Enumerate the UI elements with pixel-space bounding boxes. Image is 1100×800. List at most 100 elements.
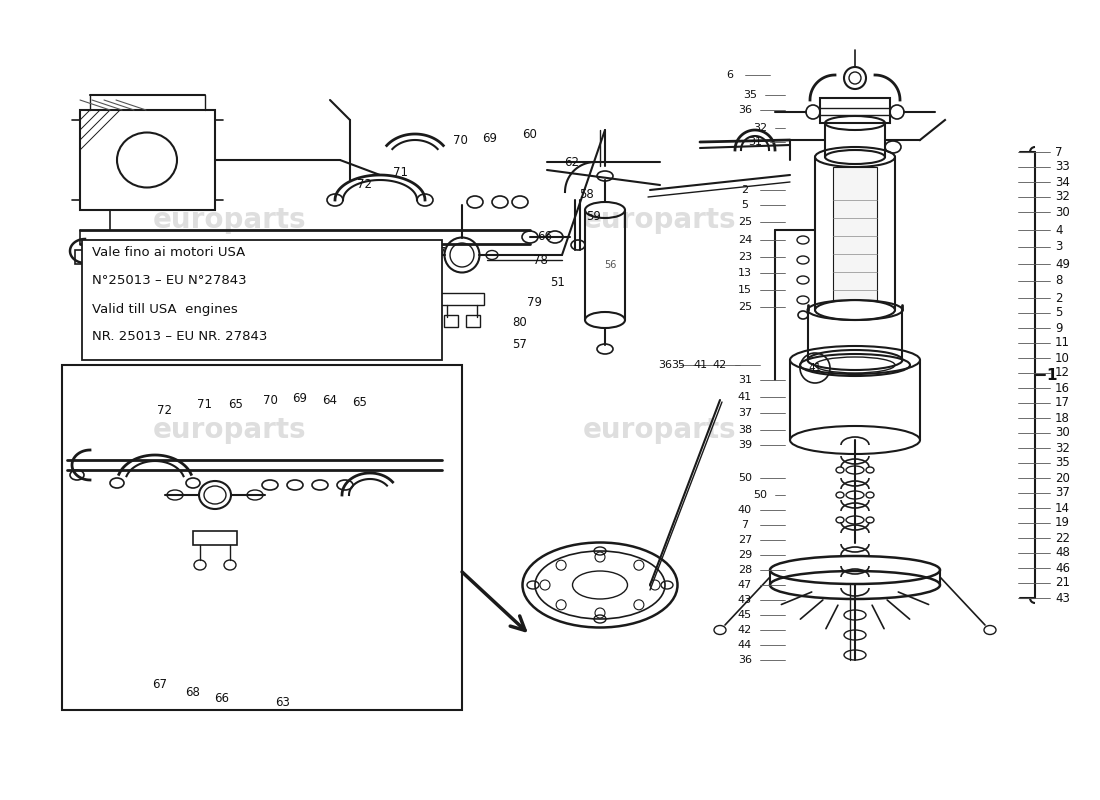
Text: 5: 5 xyxy=(1055,306,1063,319)
Text: 77: 77 xyxy=(430,246,446,259)
Text: 72: 72 xyxy=(358,178,373,191)
Text: 31: 31 xyxy=(748,137,762,147)
Text: N°25013 – EU N°27843: N°25013 – EU N°27843 xyxy=(92,274,246,287)
Text: 17: 17 xyxy=(1055,397,1070,410)
Text: 64: 64 xyxy=(322,394,338,406)
Text: 35: 35 xyxy=(1055,457,1069,470)
Bar xyxy=(82,240,442,360)
Text: 65: 65 xyxy=(353,397,367,410)
Text: 8: 8 xyxy=(1055,274,1063,287)
Text: 38: 38 xyxy=(738,425,752,435)
Text: 43: 43 xyxy=(738,595,752,605)
Text: 42: 42 xyxy=(738,625,752,635)
Text: 66: 66 xyxy=(214,691,230,705)
Text: NR. 25013 – EU NR. 27843: NR. 25013 – EU NR. 27843 xyxy=(92,330,267,343)
Text: 60: 60 xyxy=(522,129,538,142)
Text: 2: 2 xyxy=(741,185,749,195)
Text: 31: 31 xyxy=(738,375,752,385)
Text: 36: 36 xyxy=(658,360,672,370)
Text: 62: 62 xyxy=(564,155,580,169)
Text: 66: 66 xyxy=(538,230,552,242)
Text: Vale fino ai motori USA: Vale fino ai motori USA xyxy=(92,246,245,259)
Bar xyxy=(444,315,458,327)
Text: 59: 59 xyxy=(586,210,602,223)
Bar xyxy=(80,110,214,210)
Text: 37: 37 xyxy=(738,408,752,418)
Text: 4: 4 xyxy=(1055,223,1063,237)
Bar xyxy=(833,167,877,300)
Text: 15: 15 xyxy=(738,285,752,295)
Text: 32: 32 xyxy=(1055,442,1070,454)
Text: 1: 1 xyxy=(1047,367,1057,382)
Text: 18: 18 xyxy=(1055,411,1070,425)
Text: 50: 50 xyxy=(754,490,767,500)
Text: 41: 41 xyxy=(693,360,707,370)
Text: 28: 28 xyxy=(738,565,752,575)
Text: 12: 12 xyxy=(1055,366,1070,379)
Bar xyxy=(820,98,890,123)
Text: 41: 41 xyxy=(808,363,822,373)
Text: 75: 75 xyxy=(397,245,411,258)
Text: 14: 14 xyxy=(1055,502,1070,514)
Text: 57: 57 xyxy=(513,338,527,351)
Text: 32: 32 xyxy=(1055,190,1070,203)
Text: 73: 73 xyxy=(373,239,387,253)
Text: 33: 33 xyxy=(1055,161,1069,174)
Text: 67: 67 xyxy=(153,678,167,691)
Text: 79: 79 xyxy=(528,295,542,309)
Text: 49: 49 xyxy=(1055,258,1070,270)
Text: 34: 34 xyxy=(1055,175,1070,189)
Text: 51: 51 xyxy=(551,275,565,289)
Text: europarts: europarts xyxy=(583,206,737,234)
Text: 46: 46 xyxy=(1055,562,1070,574)
Text: 25: 25 xyxy=(738,302,752,312)
Text: 11: 11 xyxy=(1055,337,1070,350)
Text: 7: 7 xyxy=(1055,146,1063,158)
Bar xyxy=(440,293,484,305)
Text: 39: 39 xyxy=(738,440,752,450)
Text: 80: 80 xyxy=(513,317,527,330)
Text: 47: 47 xyxy=(738,580,752,590)
Text: 70: 70 xyxy=(263,394,277,406)
Text: 7: 7 xyxy=(741,520,749,530)
Text: 48: 48 xyxy=(1055,546,1070,559)
Text: 2: 2 xyxy=(1055,291,1063,305)
Text: 45: 45 xyxy=(738,610,752,620)
Text: europarts: europarts xyxy=(153,206,307,234)
Text: 23: 23 xyxy=(738,252,752,262)
Text: 69: 69 xyxy=(293,391,308,405)
Text: 70: 70 xyxy=(452,134,468,146)
Text: 32: 32 xyxy=(752,123,767,133)
Text: 65: 65 xyxy=(229,398,243,411)
Text: 56: 56 xyxy=(604,260,616,270)
Text: 35: 35 xyxy=(671,360,685,370)
Text: 69: 69 xyxy=(483,131,497,145)
Bar xyxy=(466,315,480,327)
Text: 22: 22 xyxy=(1055,531,1070,545)
Text: 63: 63 xyxy=(276,695,290,709)
Text: 9: 9 xyxy=(1055,322,1063,334)
Text: 3: 3 xyxy=(1055,241,1063,254)
Text: 58: 58 xyxy=(580,187,594,201)
Text: 36: 36 xyxy=(738,105,752,115)
Text: 76: 76 xyxy=(358,274,373,286)
Text: europarts: europarts xyxy=(153,416,307,444)
Text: 19: 19 xyxy=(1055,517,1070,530)
Text: 10: 10 xyxy=(1055,351,1070,365)
Text: 50: 50 xyxy=(738,473,752,483)
Text: 29: 29 xyxy=(738,550,752,560)
Text: europarts: europarts xyxy=(583,416,737,444)
Text: 41: 41 xyxy=(738,392,752,402)
Text: 71: 71 xyxy=(198,398,212,411)
Bar xyxy=(75,250,95,264)
Text: 71: 71 xyxy=(393,166,407,178)
Text: 36: 36 xyxy=(738,655,752,665)
Text: 72: 72 xyxy=(157,403,173,417)
Bar xyxy=(192,531,236,545)
Text: 68: 68 xyxy=(186,686,200,698)
Text: 30: 30 xyxy=(1055,206,1069,218)
Text: 25: 25 xyxy=(738,217,752,227)
Text: 6: 6 xyxy=(726,70,734,80)
Text: 16: 16 xyxy=(1055,382,1070,394)
Text: 37: 37 xyxy=(1055,486,1070,499)
